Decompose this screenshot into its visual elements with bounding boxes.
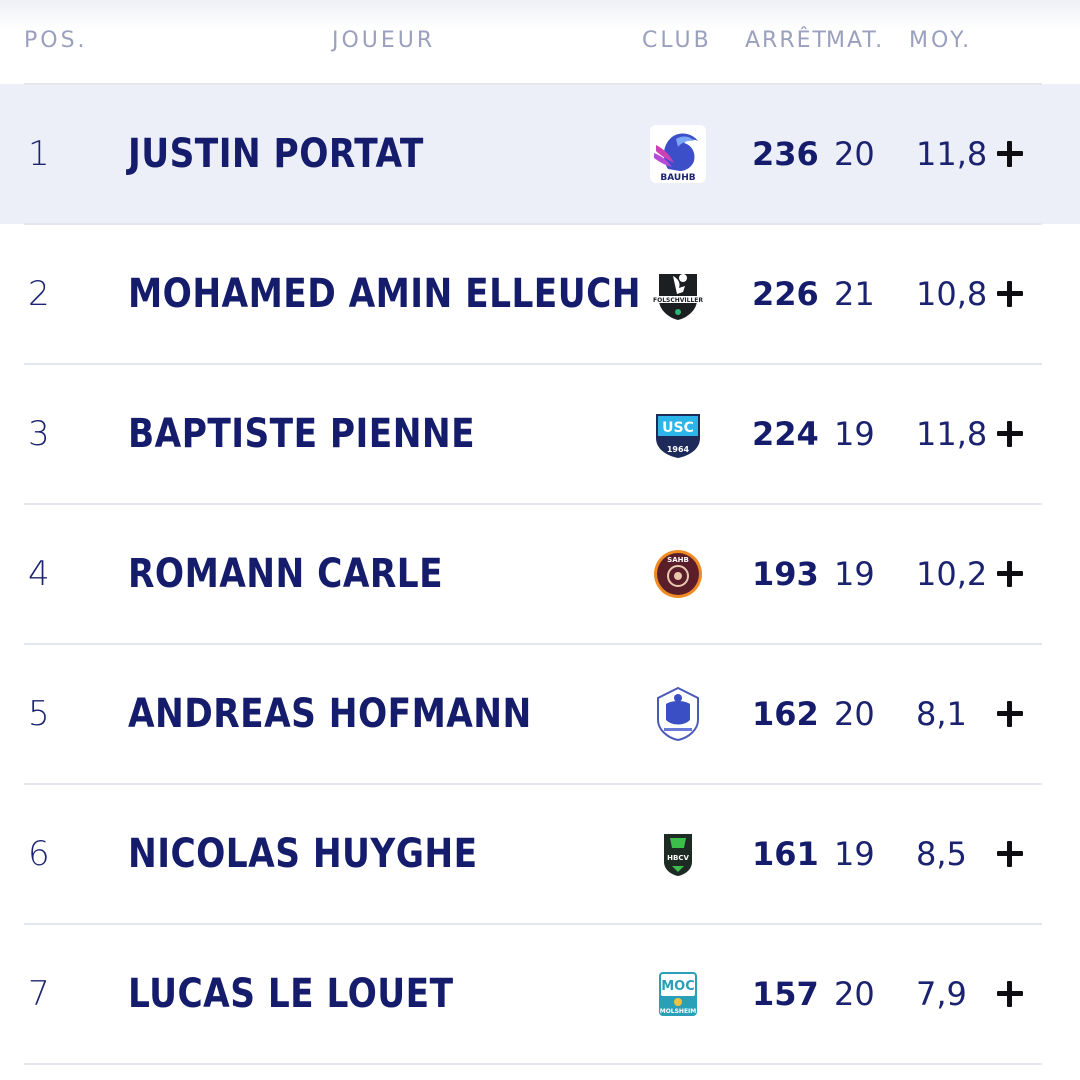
expand-plus-icon[interactable] bbox=[994, 278, 1026, 310]
expand-plus-icon[interactable] bbox=[994, 138, 1026, 170]
header-player: JOUEUR bbox=[332, 28, 436, 53]
club-logo-bauhb: BAUHB bbox=[648, 124, 708, 184]
svg-text:USC: USC bbox=[662, 420, 694, 436]
table-row[interactable]: 2 MOHAMED AMIN ELLEUCH FOLSCHVILLER 226 … bbox=[0, 224, 1080, 365]
divider bbox=[24, 223, 1042, 225]
expand-plus-icon[interactable] bbox=[994, 838, 1026, 870]
table-row[interactable]: 6 NICOLAS HUYGHE HBCV 161 19 8,5 bbox=[0, 784, 1080, 925]
matches-value: 20 bbox=[834, 135, 875, 173]
divider bbox=[24, 783, 1042, 785]
saves-value: 161 bbox=[752, 835, 819, 873]
average-value: 10,2 bbox=[916, 555, 988, 593]
table-row[interactable]: 3 BAPTISTE PIENNE USC 1964 224 19 11,8 bbox=[0, 364, 1080, 505]
average-value: 10,8 bbox=[916, 275, 988, 313]
matches-value: 19 bbox=[834, 415, 875, 453]
divider bbox=[24, 83, 1042, 85]
matches-value: 19 bbox=[834, 835, 875, 873]
matches-value: 20 bbox=[834, 695, 875, 733]
row-position: 7 bbox=[28, 974, 50, 1014]
club-logo-folschviller: FOLSCHVILLER bbox=[648, 264, 708, 324]
matches-value: 19 bbox=[834, 555, 875, 593]
club-logo-molsheim: MOC MOLSHEIM bbox=[648, 964, 708, 1024]
divider bbox=[24, 363, 1042, 365]
divider bbox=[24, 923, 1042, 925]
table-header: POS. JOUEUR CLUB ARRÊT MAT. MOY. bbox=[0, 0, 1080, 82]
player-name: JUSTIN PORTAT bbox=[128, 131, 424, 177]
row-position: 3 bbox=[28, 414, 50, 454]
average-value: 11,8 bbox=[916, 135, 988, 173]
average-value: 8,5 bbox=[916, 835, 967, 873]
player-name: ANDREAS HOFMANN bbox=[128, 691, 532, 737]
svg-text:MOLSHEIM: MOLSHEIM bbox=[660, 1008, 697, 1015]
player-name: BAPTISTE PIENNE bbox=[128, 411, 476, 457]
saves-value: 224 bbox=[752, 415, 819, 453]
divider bbox=[24, 643, 1042, 645]
saves-value: 193 bbox=[752, 555, 819, 593]
table-row[interactable]: 5 ANDREAS HOFMANN 162 20 8,1 bbox=[0, 644, 1080, 785]
header-pos: POS. bbox=[24, 28, 88, 53]
matches-value: 21 bbox=[834, 275, 875, 313]
expand-plus-icon[interactable] bbox=[994, 978, 1026, 1010]
player-name: ROMANN CARLE bbox=[128, 551, 444, 597]
saves-value: 236 bbox=[752, 135, 819, 173]
player-name: LUCAS LE LOUET bbox=[128, 971, 454, 1017]
svg-text:SAHB: SAHB bbox=[667, 556, 689, 564]
matches-value: 20 bbox=[834, 975, 875, 1013]
row-position: 5 bbox=[28, 694, 50, 734]
row-position: 4 bbox=[28, 554, 50, 594]
club-logo-saint-gratien bbox=[648, 684, 708, 744]
expand-plus-icon[interactable] bbox=[994, 558, 1026, 590]
table-row[interactable]: 1 JUSTIN PORTAT BAUHB 236 20 11,8 bbox=[0, 83, 1080, 225]
row-position: 2 bbox=[28, 274, 50, 314]
player-name: NICOLAS HUYGHE bbox=[128, 831, 478, 877]
expand-plus-icon[interactable] bbox=[994, 418, 1026, 450]
saves-value: 162 bbox=[752, 695, 819, 733]
svg-text:MOC: MOC bbox=[661, 979, 695, 994]
average-value: 7,9 bbox=[916, 975, 967, 1013]
header-club: CLUB bbox=[642, 28, 712, 53]
svg-text:FOLSCHVILLER: FOLSCHVILLER bbox=[653, 297, 703, 304]
svg-text:1964: 1964 bbox=[667, 445, 690, 454]
divider bbox=[24, 503, 1042, 505]
svg-text:HBCV: HBCV bbox=[667, 854, 689, 862]
club-logo-usc: USC 1964 bbox=[648, 404, 708, 464]
club-logo-hbcv: HBCV bbox=[648, 824, 708, 884]
saves-value: 226 bbox=[752, 275, 819, 313]
row-position: 6 bbox=[28, 834, 50, 874]
divider bbox=[24, 1063, 1042, 1065]
average-value: 11,8 bbox=[916, 415, 988, 453]
table-row[interactable]: 7 LUCAS LE LOUET MOC MOLSHEIM 157 20 7,9 bbox=[0, 924, 1080, 1065]
club-logo-sahb: SAHB bbox=[648, 544, 708, 604]
svg-text:BAUHB: BAUHB bbox=[660, 173, 695, 183]
header-matches: MAT. bbox=[826, 28, 885, 53]
header-saves: ARRÊT bbox=[745, 28, 828, 53]
row-position: 1 bbox=[28, 134, 50, 174]
average-value: 8,1 bbox=[916, 695, 967, 733]
saves-value: 157 bbox=[752, 975, 819, 1013]
player-name: MOHAMED AMIN ELLEUCH bbox=[128, 271, 641, 317]
header-avg: MOY. bbox=[909, 28, 973, 53]
expand-plus-icon[interactable] bbox=[994, 698, 1026, 730]
table-row[interactable]: 4 ROMANN CARLE SAHB 193 19 10,2 bbox=[0, 504, 1080, 645]
